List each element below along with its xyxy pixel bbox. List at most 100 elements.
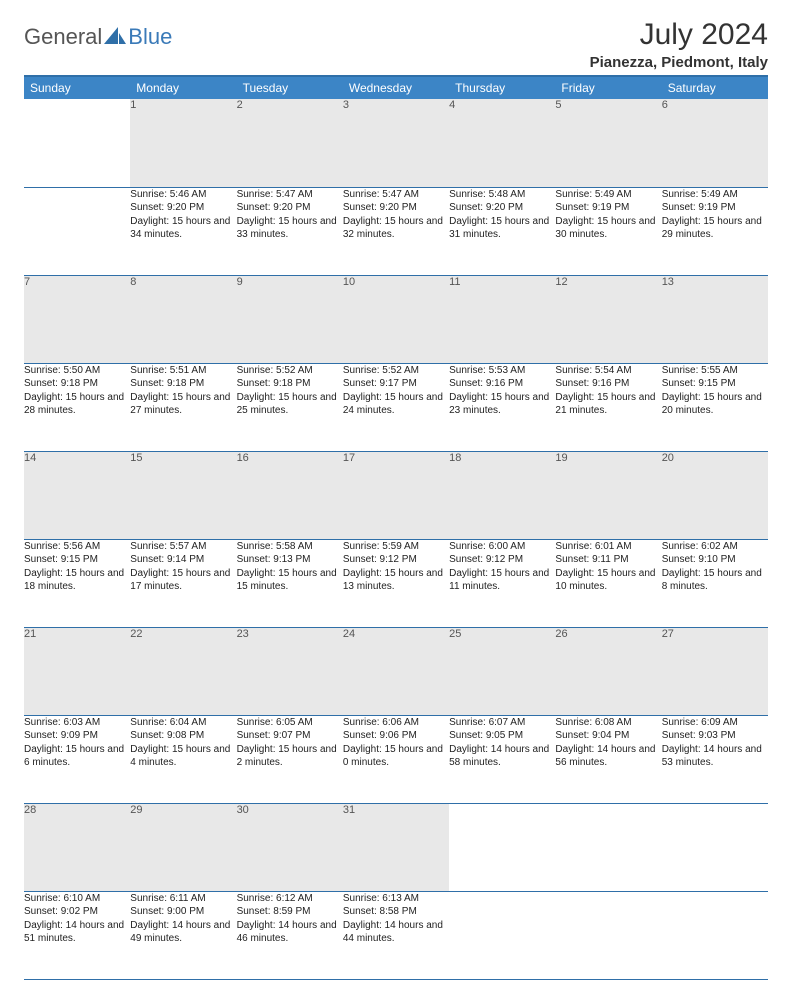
daylight-line: Daylight: 15 hours and 10 minutes.: [555, 567, 661, 594]
day-number-cell: 22: [130, 627, 236, 715]
day-number-cell: 20: [662, 451, 768, 539]
day-details-cell: Sunrise: 5:49 AMSunset: 9:19 PMDaylight:…: [555, 187, 661, 275]
sunset-line: Sunset: 9:19 PM: [662, 201, 768, 215]
sunset-line: Sunset: 9:20 PM: [343, 201, 449, 215]
day-number-cell: 23: [237, 627, 343, 715]
day-details-cell: Sunrise: 5:52 AMSunset: 9:18 PMDaylight:…: [237, 363, 343, 451]
sunrise-line: Sunrise: 6:02 AM: [662, 540, 768, 554]
daylight-line: Daylight: 15 hours and 25 minutes.: [237, 391, 343, 418]
sunrise-line: Sunrise: 6:10 AM: [24, 892, 130, 906]
sunset-line: Sunset: 9:03 PM: [662, 729, 768, 743]
day-number-cell: 27: [662, 627, 768, 715]
day-number-cell: 4: [449, 99, 555, 187]
day-details-cell: Sunrise: 6:09 AMSunset: 9:03 PMDaylight:…: [662, 715, 768, 803]
weekday-header: Monday: [130, 76, 236, 99]
day-details-cell: Sunrise: 5:57 AMSunset: 9:14 PMDaylight:…: [130, 539, 236, 627]
brand-part2: Blue: [128, 24, 172, 50]
day-number-row: 21222324252627: [24, 627, 768, 715]
daylight-line: Daylight: 15 hours and 18 minutes.: [24, 567, 130, 594]
day-details-cell: Sunrise: 5:47 AMSunset: 9:20 PMDaylight:…: [237, 187, 343, 275]
daylight-line: Daylight: 15 hours and 4 minutes.: [130, 743, 236, 770]
day-details-row: Sunrise: 5:46 AMSunset: 9:20 PMDaylight:…: [24, 187, 768, 275]
sunset-line: Sunset: 9:18 PM: [237, 377, 343, 391]
brand-logo: General Blue: [24, 18, 172, 50]
day-number-cell: 31: [343, 803, 449, 891]
daylight-line: Daylight: 15 hours and 0 minutes.: [343, 743, 449, 770]
daylight-line: Daylight: 14 hours and 51 minutes.: [24, 919, 130, 946]
daylight-line: Daylight: 14 hours and 53 minutes.: [662, 743, 768, 770]
sunset-line: Sunset: 9:09 PM: [24, 729, 130, 743]
sunset-line: Sunset: 9:17 PM: [343, 377, 449, 391]
sunrise-line: Sunrise: 6:09 AM: [662, 716, 768, 730]
day-details-cell: Sunrise: 5:59 AMSunset: 9:12 PMDaylight:…: [343, 539, 449, 627]
weekday-header: Tuesday: [237, 76, 343, 99]
day-details-cell: Sunrise: 5:53 AMSunset: 9:16 PMDaylight:…: [449, 363, 555, 451]
day-number-cell: 8: [130, 275, 236, 363]
day-number-cell: [24, 99, 130, 187]
day-details-row: Sunrise: 6:03 AMSunset: 9:09 PMDaylight:…: [24, 715, 768, 803]
day-number-cell: 6: [662, 99, 768, 187]
day-number-row: 28293031: [24, 803, 768, 891]
daylight-line: Daylight: 15 hours and 17 minutes.: [130, 567, 236, 594]
sunrise-line: Sunrise: 6:05 AM: [237, 716, 343, 730]
brand-sail-icon: [104, 27, 126, 47]
day-details-cell: Sunrise: 5:54 AMSunset: 9:16 PMDaylight:…: [555, 363, 661, 451]
sunrise-line: Sunrise: 5:47 AM: [343, 188, 449, 202]
sunset-line: Sunset: 8:58 PM: [343, 905, 449, 919]
day-details-cell: Sunrise: 6:08 AMSunset: 9:04 PMDaylight:…: [555, 715, 661, 803]
sunrise-line: Sunrise: 5:52 AM: [343, 364, 449, 378]
sunrise-line: Sunrise: 5:55 AM: [662, 364, 768, 378]
sunset-line: Sunset: 9:04 PM: [555, 729, 661, 743]
sunset-line: Sunset: 9:16 PM: [449, 377, 555, 391]
day-number-row: 78910111213: [24, 275, 768, 363]
sunrise-line: Sunrise: 6:00 AM: [449, 540, 555, 554]
sunrise-line: Sunrise: 6:03 AM: [24, 716, 130, 730]
day-number-cell: [555, 803, 661, 891]
sunset-line: Sunset: 9:00 PM: [130, 905, 236, 919]
day-number-cell: 14: [24, 451, 130, 539]
sunset-line: Sunset: 9:20 PM: [237, 201, 343, 215]
sunset-line: Sunset: 9:12 PM: [343, 553, 449, 567]
day-number-cell: 16: [237, 451, 343, 539]
month-title: July 2024: [590, 18, 768, 52]
day-details-cell: Sunrise: 5:48 AMSunset: 9:20 PMDaylight:…: [449, 187, 555, 275]
daylight-line: Daylight: 15 hours and 24 minutes.: [343, 391, 449, 418]
sunrise-line: Sunrise: 6:04 AM: [130, 716, 236, 730]
daylight-line: Daylight: 15 hours and 8 minutes.: [662, 567, 768, 594]
sunrise-line: Sunrise: 5:58 AM: [237, 540, 343, 554]
sunrise-line: Sunrise: 5:47 AM: [237, 188, 343, 202]
daylight-line: Daylight: 15 hours and 11 minutes.: [449, 567, 555, 594]
daylight-line: Daylight: 15 hours and 15 minutes.: [237, 567, 343, 594]
day-number-cell: 29: [130, 803, 236, 891]
day-number-cell: 24: [343, 627, 449, 715]
daylight-line: Daylight: 15 hours and 32 minutes.: [343, 215, 449, 242]
sunset-line: Sunset: 9:08 PM: [130, 729, 236, 743]
sunrise-line: Sunrise: 5:50 AM: [24, 364, 130, 378]
weekday-header: Saturday: [662, 76, 768, 99]
day-number-cell: 28: [24, 803, 130, 891]
day-details-cell: Sunrise: 6:13 AMSunset: 8:58 PMDaylight:…: [343, 891, 449, 979]
day-number-cell: 9: [237, 275, 343, 363]
weekday-header: Thursday: [449, 76, 555, 99]
day-number-cell: 25: [449, 627, 555, 715]
day-details-row: Sunrise: 5:56 AMSunset: 9:15 PMDaylight:…: [24, 539, 768, 627]
sunset-line: Sunset: 9:19 PM: [555, 201, 661, 215]
day-details-cell: Sunrise: 6:11 AMSunset: 9:00 PMDaylight:…: [130, 891, 236, 979]
sunset-line: Sunset: 9:20 PM: [449, 201, 555, 215]
sunset-line: Sunset: 9:05 PM: [449, 729, 555, 743]
day-details-cell: Sunrise: 6:03 AMSunset: 9:09 PMDaylight:…: [24, 715, 130, 803]
daylight-line: Daylight: 14 hours and 56 minutes.: [555, 743, 661, 770]
day-number-cell: 15: [130, 451, 236, 539]
calendar-page: General Blue July 2024 Pianezza, Piedmon…: [0, 0, 792, 998]
sunset-line: Sunset: 9:02 PM: [24, 905, 130, 919]
sunrise-line: Sunrise: 5:59 AM: [343, 540, 449, 554]
day-number-row: 123456: [24, 99, 768, 187]
day-details-cell: Sunrise: 6:04 AMSunset: 9:08 PMDaylight:…: [130, 715, 236, 803]
sunrise-line: Sunrise: 5:46 AM: [130, 188, 236, 202]
sunset-line: Sunset: 9:13 PM: [237, 553, 343, 567]
sunset-line: Sunset: 9:20 PM: [130, 201, 236, 215]
day-details-cell: Sunrise: 5:49 AMSunset: 9:19 PMDaylight:…: [662, 187, 768, 275]
day-details-cell: Sunrise: 5:51 AMSunset: 9:18 PMDaylight:…: [130, 363, 236, 451]
sunrise-line: Sunrise: 6:11 AM: [130, 892, 236, 906]
sunset-line: Sunset: 9:06 PM: [343, 729, 449, 743]
